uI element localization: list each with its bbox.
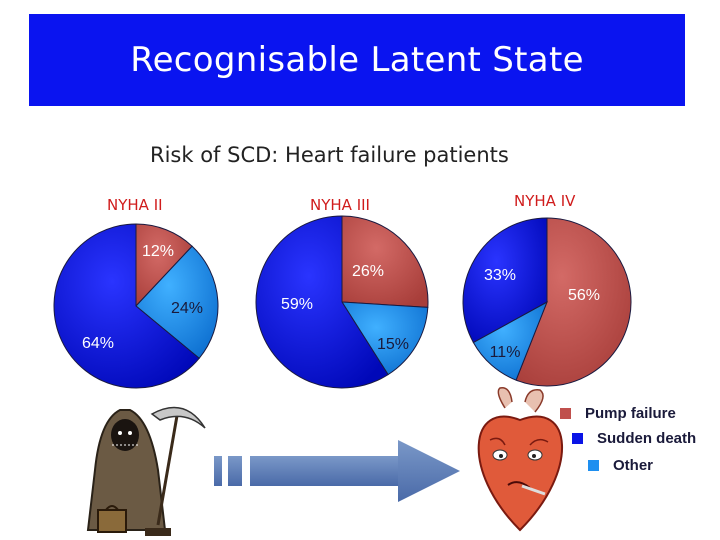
pie-slice-nyha-ii-sudden-death (53, 223, 200, 389)
pie-label-nyha-iv-pump-failure: 56% (568, 287, 600, 304)
slide-title: Recognisable Latent State (130, 40, 584, 80)
pie-label-nyha-iii-pump-failure: 26% (352, 263, 384, 280)
legend: Pump failure Sudden death Other (560, 405, 720, 480)
legend-item-sudden-death: Sudden death (572, 430, 696, 447)
nyha-ii-title: NYHA II (107, 196, 163, 214)
title-banner: Recognisable Latent State (29, 14, 685, 106)
pie-label-nyha-iii-other: 15% (377, 336, 409, 353)
pie-slice-nyha-ii-other (135, 245, 219, 359)
pie-slice-nyha-iii-other (341, 301, 429, 376)
sick-heart-icon (477, 387, 564, 532)
pie-label-nyha-ii-pump-failure: 12% (142, 243, 174, 260)
grim-reaper-icon (86, 406, 206, 536)
pies-group: 12% 24% 64% 26% 15% 59% 56% 11% 33% (53, 215, 632, 389)
legend-item-pump-failure: Pump failure (560, 405, 676, 422)
pie-slice-nyha-iv-sudden-death (462, 217, 548, 344)
legend-label: Sudden death (597, 430, 697, 447)
legend-swatch-other (588, 460, 599, 471)
legend-swatch-sudden-death (572, 433, 583, 444)
slide-subtitle: Risk of SCD: Heart failure patients (150, 143, 509, 167)
pie-slice-nyha-ii-pump-failure (135, 223, 193, 308)
pie-slice-nyha-iii-pump-failure (341, 215, 429, 308)
legend-item-other: Other (588, 457, 653, 474)
pie-label-nyha-ii-other: 24% (171, 300, 203, 317)
pie-label-nyha-iv-other: 11% (490, 344, 521, 361)
pie-label-nyha-iii-sudden-death: 59% (281, 296, 313, 313)
legend-swatch-pump-failure (560, 408, 571, 419)
nyha-iv-title: NYHA IV (514, 192, 576, 210)
pie-slice-nyha-iii-sudden-death (255, 215, 389, 389)
pie-slice-nyha-iv-pump-failure (515, 217, 632, 387)
dashed-right-arrow-icon (214, 440, 460, 502)
legend-label: Other (613, 457, 654, 474)
pie-label-nyha-ii-sudden-death: 64% (82, 335, 114, 352)
pie-label-nyha-iv-sudden-death: 33% (484, 267, 516, 284)
nyha-iii-title: NYHA III (310, 196, 370, 214)
legend-label: Pump failure (585, 405, 676, 422)
